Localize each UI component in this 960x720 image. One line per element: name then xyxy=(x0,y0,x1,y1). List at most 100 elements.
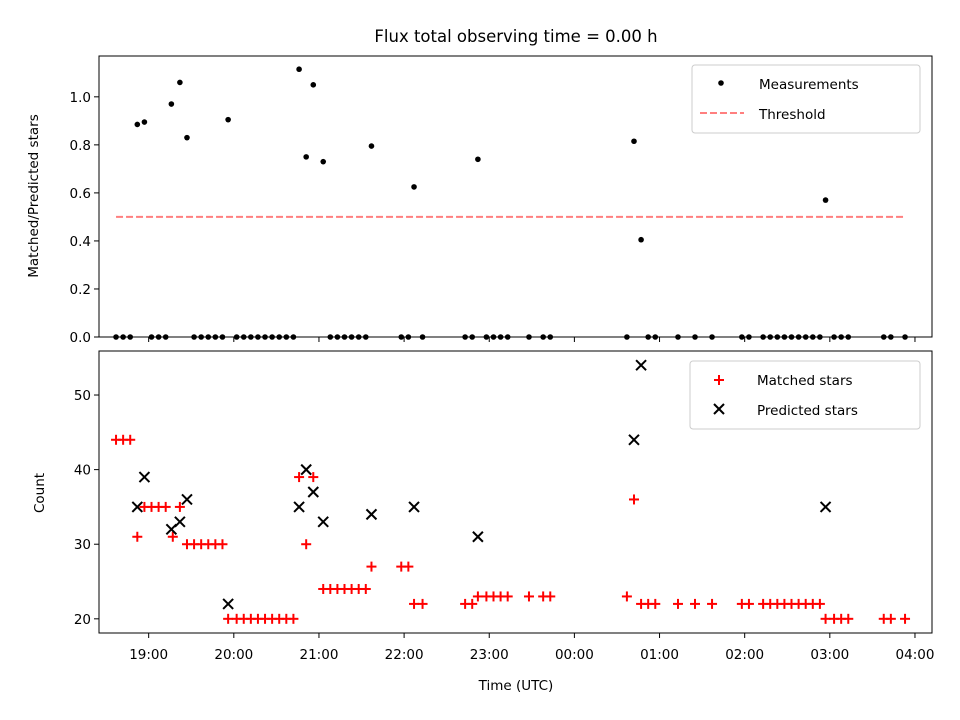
matched-star-point xyxy=(409,598,420,609)
top-axes-frame xyxy=(98,55,933,338)
bottom-panel: 20 30 40 50 19:00 20:00 21:00 22:00 23:00 00:00 0… xyxy=(32,350,934,694)
legend-label-predicted-stars: Predicted stars xyxy=(757,403,858,419)
predicted-star-point xyxy=(174,516,186,528)
measurement-point xyxy=(184,134,190,141)
matched-star-point xyxy=(301,539,312,550)
bottom-y-axis-ticks: 20 30 40 50 xyxy=(74,388,99,628)
matched-star-point xyxy=(223,613,234,624)
y-tick-label: 0.6 xyxy=(70,186,91,202)
x-tick-label: 23:00 xyxy=(470,647,509,663)
x-tick-label: 00:00 xyxy=(555,647,594,663)
x-tick-label: 22:00 xyxy=(385,647,424,663)
top-y-axis-label: Matched/Predicted stars xyxy=(26,114,42,277)
matched-star-point xyxy=(167,531,178,542)
y-tick-label: 0.0 xyxy=(70,330,91,346)
matched-star-point xyxy=(160,501,171,512)
predicted-star-point xyxy=(819,501,832,513)
matched-star-point xyxy=(217,539,228,550)
y-tick-label: 1.0 xyxy=(70,90,91,106)
bottom-plot-area xyxy=(111,359,911,624)
bottom-legend: Matched stars Predicted stars xyxy=(689,360,921,430)
y-tick-label: 50 xyxy=(74,388,91,404)
x-tick-label: 02:00 xyxy=(725,647,764,663)
predicted-star-point xyxy=(408,501,420,513)
matched-star-point xyxy=(814,598,825,609)
matched-star-point xyxy=(467,598,478,609)
measurement-point xyxy=(368,143,375,149)
x-axis-label: Time (UTC) xyxy=(478,678,554,694)
measurement-point xyxy=(303,154,309,160)
legend-label-measurements: Measurements xyxy=(759,77,859,93)
matched-star-point xyxy=(125,434,136,445)
matched-star-point xyxy=(820,613,831,624)
measurement-point xyxy=(225,116,231,123)
predicted-star-point xyxy=(293,501,305,513)
matched-star-point xyxy=(308,472,319,483)
matched-star-point xyxy=(294,472,305,483)
y-tick-label: 0.8 xyxy=(70,138,91,154)
matched-star-point xyxy=(288,613,299,624)
predicted-star-point xyxy=(472,531,484,543)
measurement-point xyxy=(631,138,637,145)
legend-marker-predicted-stars xyxy=(713,403,725,415)
matched-star-point xyxy=(523,591,534,602)
top-legend-box xyxy=(691,64,921,134)
chart-title: Flux total observing time = 0.00 h xyxy=(374,27,657,46)
x-tick-label: 04:00 xyxy=(896,647,935,663)
measurement-point xyxy=(475,156,481,163)
bottom-y-axis-label: Count xyxy=(32,473,48,513)
y-tick-label: 30 xyxy=(74,537,91,553)
top-legend: Measurements Threshold xyxy=(691,64,921,134)
measurement-point xyxy=(168,101,175,107)
predicted-star-point xyxy=(365,508,378,521)
bottom-legend-box xyxy=(689,360,921,430)
matched-star-point xyxy=(366,561,377,572)
predicted-star-point xyxy=(181,493,193,506)
predicted-star-point xyxy=(300,463,312,476)
x-tick-label: 01:00 xyxy=(640,647,679,663)
top-x-axis-ticks xyxy=(148,337,916,342)
measurement-point xyxy=(411,184,417,190)
predicted-star-point xyxy=(138,471,151,483)
measurement-point xyxy=(134,121,141,128)
measurement-point xyxy=(320,158,327,165)
measurement-point xyxy=(822,197,829,203)
legend-label-matched-stars: Matched stars xyxy=(757,373,853,389)
matched-star-point xyxy=(628,494,639,505)
measurement-point xyxy=(310,82,317,88)
x-tick-label: 20:00 xyxy=(214,647,253,663)
y-tick-label: 0.2 xyxy=(70,282,91,298)
matched-star-point xyxy=(707,598,718,609)
measurement-point xyxy=(638,236,644,243)
matched-star-point xyxy=(472,591,483,602)
matched-star-point xyxy=(132,531,143,542)
matched-star-point xyxy=(650,598,661,609)
measurement-point xyxy=(141,119,148,125)
matched-star-point xyxy=(417,598,428,609)
legend-marker-matched-stars xyxy=(714,375,724,385)
matched-star-point xyxy=(545,591,556,602)
matched-star-point xyxy=(690,598,701,609)
matched-star-point xyxy=(885,613,896,624)
legend-label-threshold: Threshold xyxy=(758,107,826,123)
predicted-star-point xyxy=(635,359,647,371)
matched-star-point xyxy=(360,583,371,594)
matched-star-point xyxy=(743,598,754,609)
matched-star-point xyxy=(174,501,185,512)
x-tick-label: 03:00 xyxy=(810,647,849,663)
predicted-star-point xyxy=(307,486,319,498)
bottom-x-axis-ticks: 19:00 20:00 21:00 22:00 23:00 00:00 01:00 02:00… xyxy=(129,633,934,663)
measurement-point xyxy=(296,66,302,73)
bottom-axes-frame xyxy=(98,350,933,634)
y-tick-label: 0.4 xyxy=(70,234,91,250)
matched-star-point xyxy=(621,591,632,602)
legend-marker-measurements xyxy=(718,80,724,86)
predicted-star-point xyxy=(628,434,640,446)
x-tick-label: 19:00 xyxy=(129,647,168,663)
matched-star-point xyxy=(672,598,683,609)
top-y-axis-ticks: 0.0 0.2 0.4 0.6 0.8 1.0 xyxy=(70,90,99,346)
predicted-star-point xyxy=(317,516,329,528)
matched-star-point xyxy=(843,613,854,624)
y-tick-label: 20 xyxy=(74,612,91,628)
y-tick-label: 40 xyxy=(74,463,91,479)
